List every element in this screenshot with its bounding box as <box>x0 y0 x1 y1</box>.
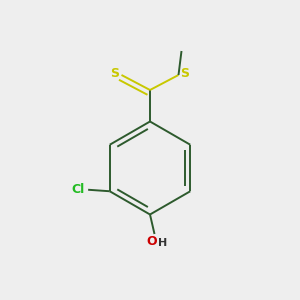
Text: Cl: Cl <box>72 183 85 196</box>
Text: S: S <box>181 67 190 80</box>
Text: H: H <box>158 238 167 248</box>
Text: O: O <box>147 235 158 248</box>
Text: S: S <box>110 67 119 80</box>
